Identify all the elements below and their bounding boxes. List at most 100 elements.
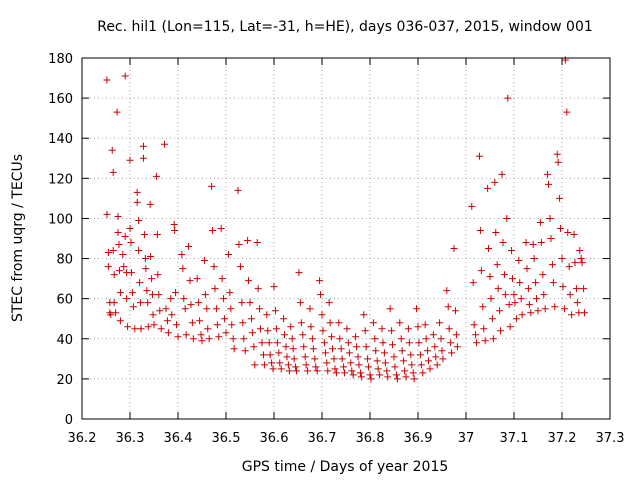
data-point [181,305,189,313]
data-point [319,327,327,335]
y-tick-label: 140 [48,132,73,147]
data-point [332,369,340,377]
data-point [523,265,531,273]
data-point [113,108,121,116]
data-point [174,333,182,341]
data-point [398,347,406,355]
data-point [522,239,530,247]
data-point [149,291,157,299]
data-point [357,373,365,381]
data-point [453,343,461,351]
data-point [489,335,497,343]
data-point [448,349,456,357]
data-point [189,335,197,343]
data-point [401,367,409,375]
x-tick-label: 36.5 [212,431,241,446]
data-point [337,345,345,353]
data-point [133,188,141,196]
data-point [259,351,267,359]
data-point [108,146,116,154]
data-point [416,351,424,359]
data-point [316,277,324,285]
data-point [479,303,487,311]
data-point [271,307,279,315]
data-point [146,200,154,208]
data-point [124,323,132,331]
data-point [270,283,278,291]
data-point [141,255,149,263]
data-point [421,321,429,329]
data-point [515,257,523,265]
data-point [304,367,312,375]
x-tick-label: 36.4 [164,431,193,446]
data-point [137,299,145,307]
data-point [157,325,165,333]
data-point [193,275,201,283]
data-point [548,261,556,269]
data-point [167,295,175,303]
data-point [491,178,499,186]
data-point [362,343,370,351]
data-point [186,277,194,285]
data-point [228,321,236,329]
data-point [121,72,129,80]
data-point [126,224,134,232]
data-point [498,170,506,178]
data-point [410,375,418,383]
data-point [331,365,339,373]
data-point [354,353,362,361]
data-point [241,347,249,355]
data-point [369,319,377,327]
data-point [292,363,300,371]
data-point [187,301,195,309]
data-point [268,359,276,367]
data-point [269,365,277,373]
data-point [400,357,408,365]
data-point [218,275,226,283]
data-point [123,295,131,303]
data-point [273,339,281,347]
data-point [508,247,516,255]
data-point [509,275,517,283]
data-point [323,359,331,367]
x-tick-label: 36.3 [116,431,145,446]
data-point [338,355,346,363]
data-point [397,335,405,343]
data-point [139,142,147,150]
data-point [140,230,148,238]
data-point [254,285,262,293]
data-point [246,299,254,307]
x-tick-label: 37.2 [548,431,577,446]
data-point [220,295,228,303]
data-point [402,373,410,381]
data-point [438,347,446,355]
axis-ticks: 36.2 36.3 36.4 36.5 36.6 36.7 36.8 36.9 37 37.1 37… [48,52,624,446]
data-point [407,351,415,359]
data-point [364,355,372,363]
data-point [571,259,579,267]
data-point [229,335,237,343]
data-point [164,329,172,337]
data-point [389,341,397,349]
data-point [226,289,234,297]
data-point [340,363,348,371]
data-point [104,263,112,271]
data-point [347,359,355,367]
plot-frame [81,57,611,420]
data-point [537,239,545,247]
data-point [554,158,562,166]
data-point [488,315,496,323]
data-point [217,224,225,232]
data-point [161,140,169,148]
data-point [417,361,425,369]
data-point [173,321,181,329]
data-point [383,367,391,375]
data-point [275,349,283,357]
data-point [115,241,123,249]
data-point [260,361,268,369]
data-point [475,152,483,160]
data-point [390,353,398,361]
data-point [168,311,176,319]
data-point [201,291,209,299]
